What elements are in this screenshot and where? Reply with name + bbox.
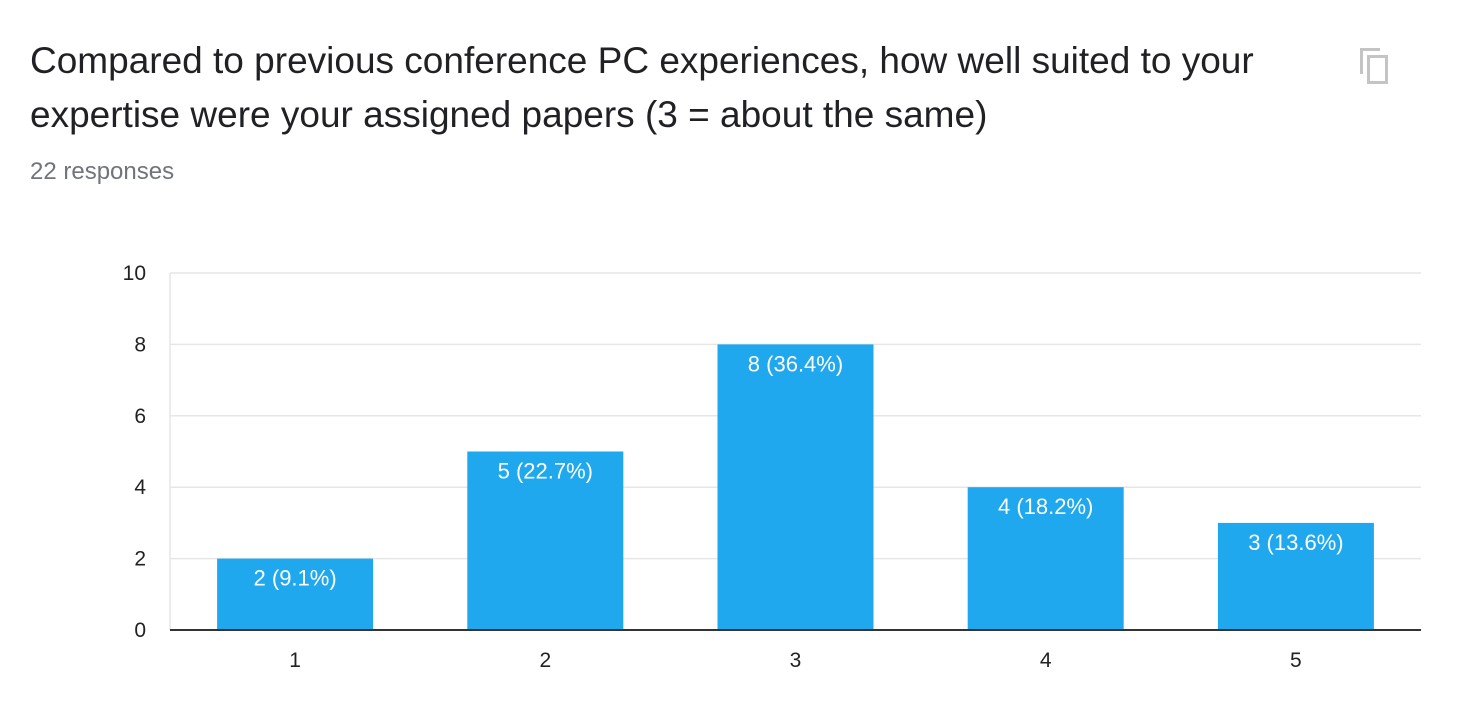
x-tick-label: 2 — [539, 649, 551, 672]
bar — [967, 487, 1124, 630]
y-tick-label: 8 — [134, 333, 146, 356]
x-tick-label: 5 — [1290, 649, 1302, 672]
x-tick-label: 4 — [1040, 649, 1052, 672]
y-tick-label: 4 — [134, 476, 146, 499]
bar — [1217, 522, 1374, 630]
question-title: Compared to previous conference PC exper… — [30, 40, 1254, 135]
y-tick-label: 10 — [123, 262, 146, 285]
bar — [717, 344, 874, 630]
bar — [217, 558, 374, 630]
response-count: 22 responses — [30, 158, 175, 185]
x-tick-label: 1 — [289, 649, 301, 672]
copy-icon[interactable] — [1354, 44, 1394, 88]
data-label: 5 (22.7%) — [498, 459, 593, 484]
data-label: 2 (9.1%) — [254, 566, 337, 591]
bar — [467, 451, 624, 630]
x-tick-label: 3 — [790, 649, 802, 672]
y-tick-label: 0 — [134, 619, 146, 642]
data-label: 4 (18.2%) — [998, 494, 1093, 519]
y-tick-label: 6 — [134, 405, 146, 428]
data-label: 3 (13.6%) — [1248, 530, 1343, 555]
data-label: 8 (36.4%) — [748, 351, 843, 376]
y-tick-label: 2 — [134, 548, 146, 571]
